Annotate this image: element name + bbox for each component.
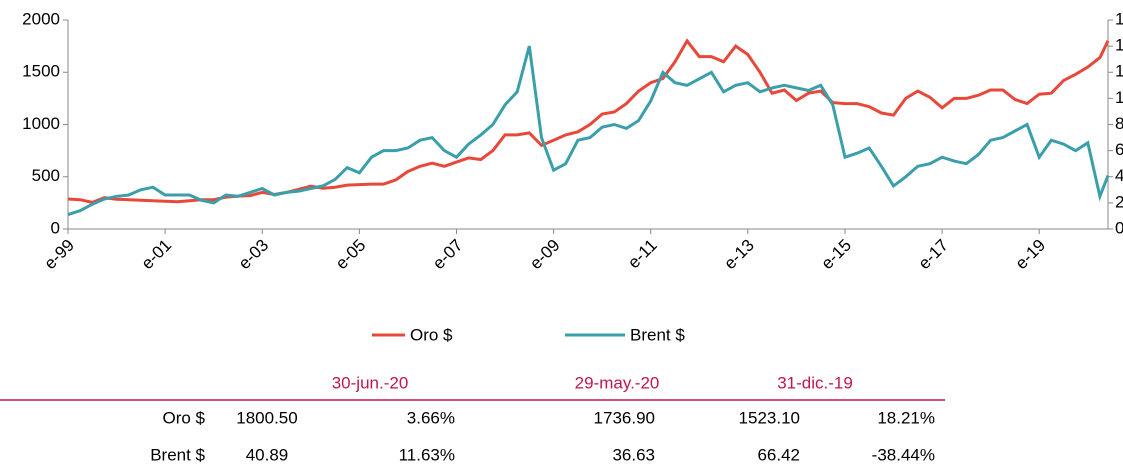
- table-header: 30-jun.-20: [332, 373, 409, 392]
- table-cell: 3.66%: [407, 408, 455, 427]
- series-line: [67, 38, 1110, 204]
- table-cell: 11.63%: [399, 445, 455, 464]
- legend-label: Oro $: [410, 325, 453, 344]
- y2-tick-label: 120: [1115, 62, 1123, 81]
- y2-tick-label: 80: [1115, 114, 1123, 133]
- legend-label: Brent $: [630, 325, 685, 344]
- table-cell: 66.42: [757, 445, 800, 464]
- y2-tick-label: 20: [1115, 192, 1123, 211]
- table-cell: Oro $: [162, 408, 205, 427]
- y-tick-label: 2000: [22, 9, 60, 28]
- table-cell: Brent $: [150, 445, 205, 464]
- x-tick-label: e-09: [526, 236, 563, 273]
- x-tick-label: e-17: [915, 236, 952, 273]
- y2-tick-label: 40: [1115, 166, 1123, 185]
- y2-tick-label: 160: [1115, 9, 1123, 28]
- x-tick-label: e-07: [429, 236, 466, 273]
- x-tick-label: e-13: [720, 236, 757, 273]
- table-header: 31-dic.-19: [777, 373, 853, 392]
- x-tick-label: e-19: [1012, 236, 1049, 273]
- x-tick-label: e-01: [138, 236, 175, 273]
- table-cell: 36.63: [612, 445, 655, 464]
- x-tick-label: e-05: [332, 236, 369, 273]
- x-tick-label: e-15: [817, 236, 854, 273]
- table-cell: 1523.10: [739, 408, 800, 427]
- x-tick-label: e-03: [235, 236, 272, 273]
- table-header: 29-may.-20: [575, 373, 660, 392]
- y2-tick-label: 100: [1115, 88, 1123, 107]
- x-tick-label: e-99: [41, 236, 78, 273]
- table-cell: -38.44%: [872, 445, 935, 464]
- y-tick-label: 0: [51, 218, 60, 237]
- y-tick-label: 1500: [22, 62, 60, 81]
- y-tick-label: 500: [32, 166, 60, 185]
- series-line: [67, 45, 1110, 217]
- table-cell: 40.89: [246, 445, 289, 464]
- table-cell: 1800.50: [236, 408, 297, 427]
- x-tick-label: e-11: [624, 236, 661, 273]
- table-cell: 18.21%: [877, 408, 935, 427]
- y-tick-label: 1000: [22, 114, 60, 133]
- table-cell: 1736.90: [594, 408, 655, 427]
- y2-tick-label: 0: [1115, 218, 1123, 237]
- y2-tick-label: 140: [1115, 36, 1123, 55]
- y2-tick-label: 60: [1115, 140, 1123, 159]
